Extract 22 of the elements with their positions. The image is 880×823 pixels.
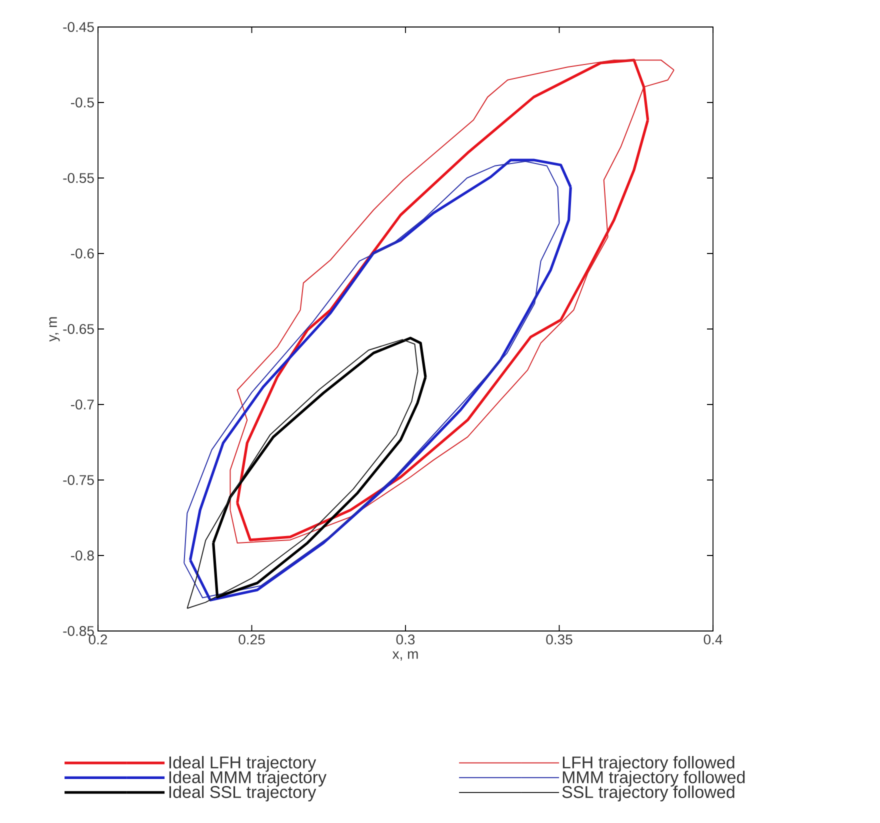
- legend-label: LFH trajectory followed: [562, 756, 734, 772]
- y-axis-title: y, m: [49, 317, 60, 342]
- y-tick-label: -0.7: [70, 400, 94, 410]
- x-tick-label: 0.2: [88, 634, 108, 644]
- y-tick-label: -0.6: [70, 248, 94, 258]
- x-tick-label: 0.35: [546, 634, 572, 644]
- y-tick-label: -0.85: [63, 626, 94, 636]
- legend-label: Ideal LFH trajectory: [169, 756, 316, 772]
- legend-label: SSL trajectory followed: [562, 786, 734, 802]
- y-tick-label: -0.75: [63, 475, 94, 485]
- x-tick-label: 0.25: [238, 634, 265, 644]
- y-tick-label: -0.55: [63, 173, 94, 183]
- legend-label: Ideal SSL trajectory: [169, 786, 316, 802]
- y-tick-label: -0.45: [63, 22, 94, 32]
- legend-label: MMM trajectory followed: [562, 770, 745, 787]
- y-tick-label: -0.65: [63, 324, 94, 334]
- x-tick-label: 0.4: [704, 634, 722, 644]
- legend-label: Ideal MMM trajectory: [169, 770, 326, 787]
- y-tick-label: -0.5: [70, 98, 94, 108]
- x-tick-label: 0.3: [396, 634, 415, 644]
- y-tick-label: -0.8: [70, 550, 94, 560]
- x-axis-title: x, m: [392, 651, 418, 661]
